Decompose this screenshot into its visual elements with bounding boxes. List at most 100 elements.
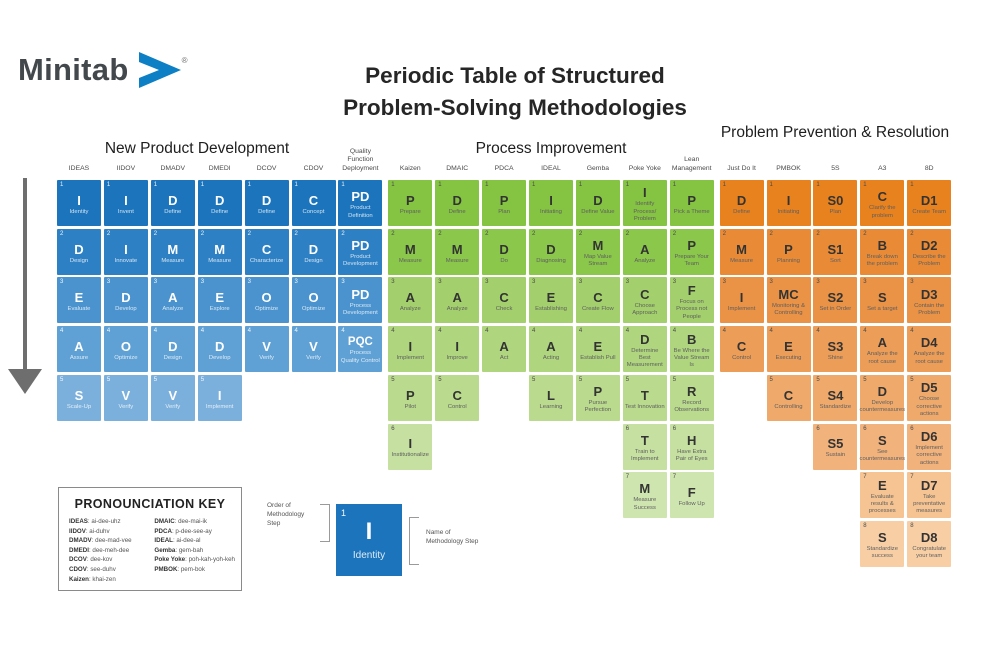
tile-order: 1 xyxy=(532,182,536,188)
tile-symbol: M xyxy=(404,241,416,257)
legend-sample-name: Identity xyxy=(352,549,386,561)
tile-symbol: D xyxy=(214,338,225,354)
tile-step-name: Set a target xyxy=(867,306,898,313)
tile-order: 3 xyxy=(672,279,677,286)
tile-pdca-step-4: 4 A Act xyxy=(482,326,527,373)
tile-ideas-step-1: 1 I Identity xyxy=(57,180,101,226)
tile-order: 6 xyxy=(391,425,395,432)
tile-order: 4 xyxy=(438,328,442,335)
tile-order: 2 xyxy=(153,230,158,237)
tile-step-name: Measure xyxy=(208,257,232,264)
tile-8d-step-3: 3 D3 Contain the Problem xyxy=(907,277,952,324)
tile-step-name: Check xyxy=(495,306,513,313)
tile-step-name: Contain the Problem xyxy=(914,302,945,316)
tile-order: 8 xyxy=(910,522,914,529)
tile-order: 4 xyxy=(578,328,583,335)
tile-symbol: D xyxy=(261,192,272,208)
tile-step-name: Implement xyxy=(396,354,425,361)
tile-symbol: P xyxy=(499,192,509,208)
tile-symbol: D xyxy=(168,338,178,354)
tile-poke-yoke-step-7: 7 M Measure Success xyxy=(622,472,667,519)
tile-symbol: D xyxy=(214,192,225,208)
tile-dcov-step-4: 4 V Verify xyxy=(244,326,289,373)
tile-symbol: C xyxy=(499,290,509,306)
pronunciation-entry-kaizen: Kaizen: khai-zen xyxy=(69,575,116,583)
tile-kaizen-step-5: 5 P Pilot xyxy=(388,374,433,421)
tile-symbol: MC xyxy=(778,286,799,302)
tile-symbol: D xyxy=(593,192,603,208)
tile-8d-step-8: 8 D8 Congratulate your team xyxy=(907,520,952,567)
tile-order: 4 xyxy=(200,328,205,335)
tile-step-name: Institutionalize xyxy=(391,452,429,459)
tile-ideal-step-3: 3 E Establishing xyxy=(529,277,573,324)
tile-symbol: M xyxy=(167,241,179,257)
tile-step-name: Sort xyxy=(829,257,841,264)
tile-symbol: D xyxy=(452,192,462,208)
column-label-quality-function-deployment: Quality Function Deployment xyxy=(342,147,379,173)
tile-symbol: E xyxy=(546,290,556,306)
minitab-logo-text: Minitab xyxy=(18,52,129,87)
tile-step-name: Design xyxy=(163,354,182,361)
tile-a3-step-8: 8 S Standardize success xyxy=(860,520,905,567)
tile-pdca-step-2: 2 D Do xyxy=(482,228,527,275)
tile-order: 3 xyxy=(532,279,536,286)
tile-symbol: A xyxy=(452,290,462,306)
tile-step-name: Explore xyxy=(209,306,230,313)
tile-step-name: Define xyxy=(211,208,229,215)
tile-order: 2 xyxy=(672,230,677,237)
tile-order: 5 xyxy=(816,376,820,383)
tile-step-name: Be Where the Value Stream Is xyxy=(673,347,710,369)
tile-symbol: P xyxy=(593,383,603,399)
tile-8d-step-4: 4 D4 Analyze the root cause xyxy=(907,326,952,373)
tile-order: 2 xyxy=(816,230,820,237)
column-label-iidov: IIDOV xyxy=(116,165,136,173)
tile-step-name: Innovate xyxy=(114,257,138,264)
tile-step-name: Develop countermeasures xyxy=(859,399,906,414)
tile-step-name: Create Flow xyxy=(582,306,614,313)
tile-symbol: M xyxy=(736,241,748,257)
tile-order: 1 xyxy=(200,182,205,188)
tile-step-name: Verify xyxy=(118,403,134,410)
tile-symbol: I xyxy=(549,192,553,208)
tile-order: 3 xyxy=(341,279,345,286)
tile-dmedi-step-2: 2 M Measure xyxy=(197,228,242,275)
column-label-ideal: IDEAL xyxy=(541,165,561,173)
tile-symbol: M xyxy=(214,241,226,257)
pronunciation-entry-dmaic: DMAIC: dee-mai-ik xyxy=(154,518,207,525)
tile-8d-step-1: 1 D1 Create Team xyxy=(907,180,952,226)
tile-step-name: Measure xyxy=(398,257,422,264)
tile-symbol: A xyxy=(546,338,556,354)
column-label-gemba: Gemba xyxy=(586,165,610,173)
tile-quality-function-deployment-step-1: 1 PD Product Definition xyxy=(338,180,383,226)
tile-dmadv-step-1: 1 D Define xyxy=(150,180,195,226)
tile-step-name: Identify Process/ Problem xyxy=(633,201,657,223)
tile-step-name: Initiating xyxy=(777,208,800,215)
tile-order: 4 xyxy=(341,328,345,335)
tile-symbol: S0 xyxy=(827,192,844,208)
tile-symbol: V xyxy=(309,338,318,354)
tile-symbol: A xyxy=(168,290,178,306)
section-header-process-improvement: Process Improvement xyxy=(475,140,627,157)
tile-symbol: A xyxy=(74,338,84,354)
tile-symbol: D xyxy=(168,192,178,208)
tile-order: 1 xyxy=(625,182,630,188)
tile-step-name: Controlling xyxy=(774,403,803,410)
tile-quality-function-deployment-step-3: 3 PD Process Development xyxy=(338,277,383,324)
tile-step-name: Implement xyxy=(205,403,234,410)
tile-order: 6 xyxy=(816,425,820,432)
legend-name-bracket xyxy=(409,517,419,565)
tile-lean-management-step-3: 3 F Focus on Process not People xyxy=(669,277,714,324)
tile-symbol: I xyxy=(124,192,128,208)
column-label-dmaic: DMAIC xyxy=(446,165,469,173)
tile-a3-step-2: 2 B Break down the problem xyxy=(860,228,905,275)
tile-symbol: L xyxy=(547,387,555,403)
tile-5s-step-5: 5 S4 Standardize xyxy=(813,374,858,421)
tile-step-name: Diagnosing xyxy=(536,257,566,264)
tile-dmedi-step-3: 3 E Explore xyxy=(197,277,242,324)
tile-order: 2 xyxy=(863,230,867,237)
tile-symbol: D xyxy=(74,241,84,257)
tile-8d-step-7: 7 D7 Take preventative measures xyxy=(907,472,952,519)
tile-kaizen-step-4: 4 I Implement xyxy=(388,326,433,373)
tile-order: 2 xyxy=(578,230,583,237)
tile-symbol: A xyxy=(499,338,509,354)
